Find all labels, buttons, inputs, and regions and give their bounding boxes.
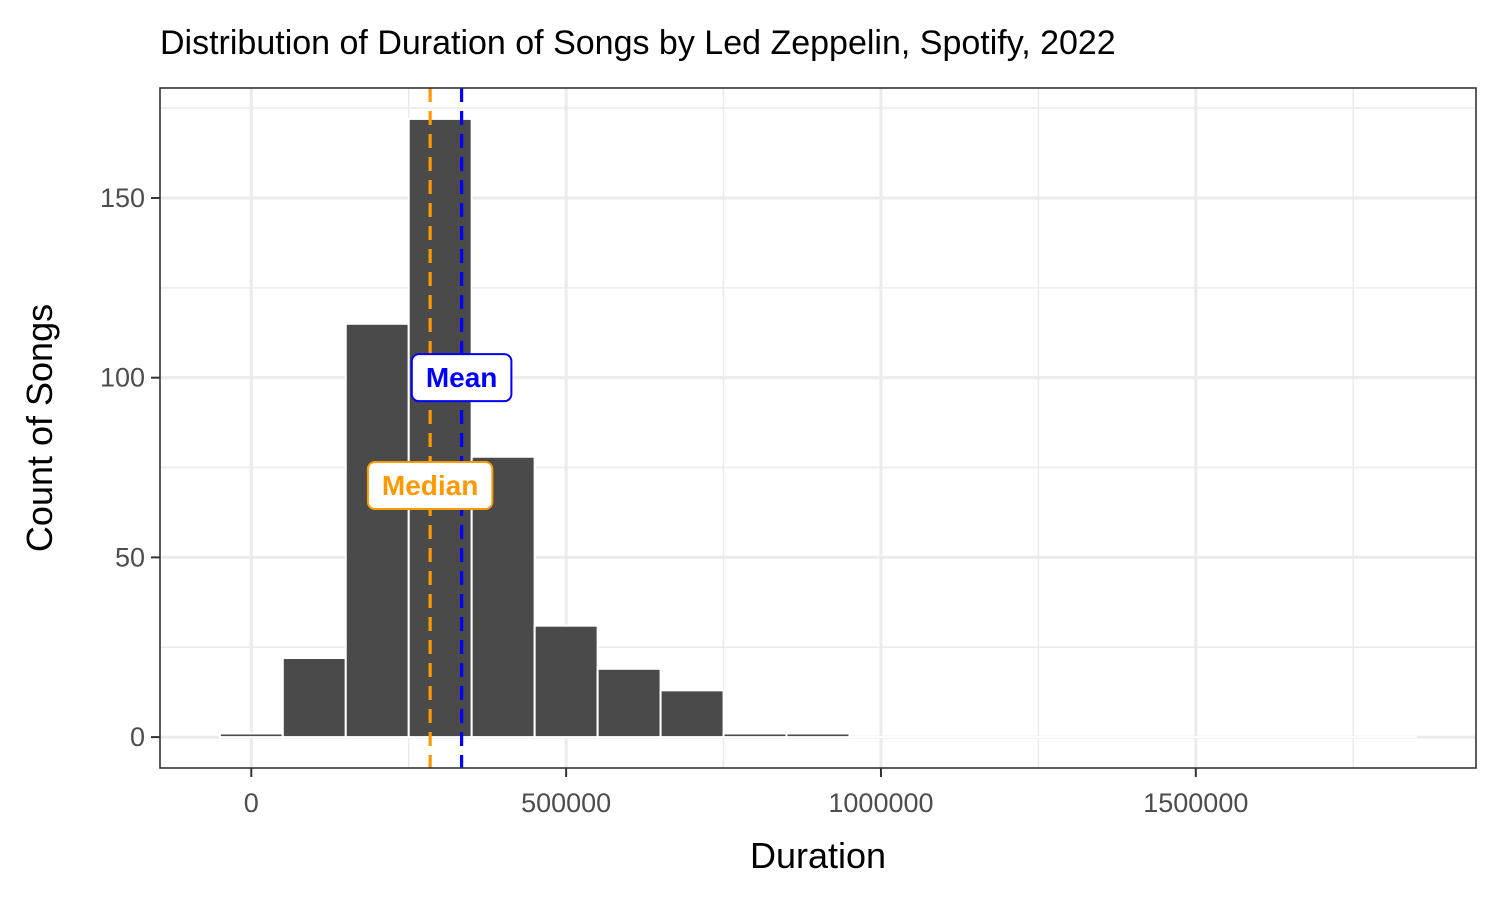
- histogram-bar: [281, 657, 347, 739]
- median-label-box: [366, 461, 494, 511]
- median-label-text: Median: [382, 470, 478, 501]
- x-tick-label: 500000: [521, 788, 611, 818]
- x-axis: 0 500000 1000000 1500000: [244, 768, 1248, 818]
- panel-border: [159, 87, 1477, 769]
- x-axis-title: Duration: [750, 835, 886, 876]
- y-tick-label: 50: [115, 542, 145, 572]
- histogram-bar: [407, 117, 473, 739]
- mean-label-text: Mean: [426, 362, 498, 393]
- histogram-bar: [722, 732, 788, 739]
- histogram-bar: [344, 322, 410, 739]
- mean-label: Mean: [410, 353, 513, 403]
- plot-panel: Median Mean: [159, 87, 1477, 769]
- median-label: Median: [366, 461, 494, 511]
- grid-lines: [160, 88, 1476, 768]
- histogram-bars: [218, 117, 1418, 739]
- mean-label-box: [410, 353, 513, 403]
- histogram-bar: [596, 667, 662, 739]
- histogram-bar: [533, 624, 599, 739]
- y-tick-label: 0: [130, 722, 145, 752]
- histogram-bar: [785, 732, 851, 739]
- y-tick-label: 100: [100, 363, 145, 393]
- y-axis-title: Count of Songs: [19, 304, 60, 552]
- histogram-bar: [659, 689, 725, 739]
- reference-lines: Median Mean: [366, 88, 513, 768]
- x-tick-label: 0: [244, 788, 259, 818]
- x-tick-label: 1500000: [1143, 788, 1248, 818]
- histogram-bar: [218, 732, 284, 739]
- y-axis: 0 50 100 150: [100, 183, 160, 752]
- x-tick-label: 1000000: [828, 788, 933, 818]
- chart-title: Distribution of Duration of Songs by Led…: [160, 24, 1116, 62]
- y-tick-label: 150: [100, 183, 145, 213]
